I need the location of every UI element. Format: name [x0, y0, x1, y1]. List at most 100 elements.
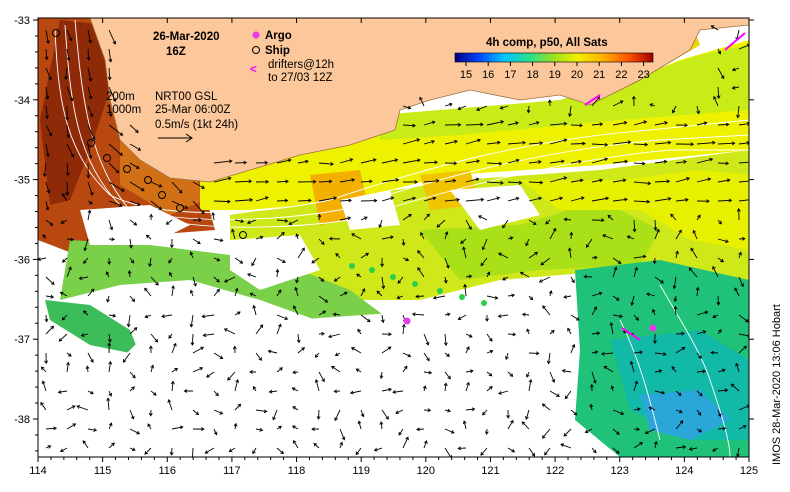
- current-arrow-head: [379, 375, 384, 380]
- colorbar-tick-label: 21: [593, 69, 605, 81]
- current-arrow: [374, 447, 383, 451]
- current-arrow: [612, 314, 623, 318]
- current-arrow: [360, 180, 372, 183]
- current-arrow: [737, 447, 740, 457]
- current-arrow: [675, 199, 688, 202]
- current-arrow: [465, 198, 484, 202]
- current-arrow-head: [148, 345, 153, 350]
- current-arrow-head: [249, 197, 254, 202]
- current-arrow: [654, 352, 666, 355]
- current-arrow-head: [311, 259, 316, 264]
- current-arrow: [444, 179, 456, 183]
- current-arrow: [213, 238, 223, 242]
- current-arrow: [192, 238, 201, 245]
- current-arrow: [276, 180, 289, 183]
- current-arrow: [675, 420, 684, 430]
- current-arrow: [738, 405, 749, 411]
- current-arrow: [507, 420, 514, 430]
- current-arrow: [738, 199, 749, 202]
- current-arrow-head: [357, 420, 362, 425]
- current-arrow: [633, 121, 647, 126]
- current-arrow-head: [488, 338, 493, 342]
- current-arrow: [528, 121, 539, 126]
- current-arrow-head: [334, 417, 338, 422]
- current-arrow: [567, 328, 572, 335]
- current-arrow-head: [515, 158, 520, 163]
- current-arrow-head: [211, 211, 216, 216]
- current-arrow-head: [725, 239, 729, 244]
- current-arrow-head: [531, 452, 536, 457]
- current-arrow: [696, 214, 701, 221]
- current-arrow-head: [394, 158, 399, 163]
- current-arrow-head: [88, 77, 93, 82]
- current-arrow-head: [447, 408, 451, 413]
- current-arrow-head: [231, 228, 235, 233]
- current-arrow: [234, 257, 243, 264]
- current-arrow: [423, 197, 436, 202]
- current-arrow-head: [720, 258, 725, 263]
- current-arrow-head: [72, 423, 77, 427]
- current-arrow-head: [48, 132, 53, 137]
- current-arrow-head: [76, 405, 81, 409]
- current-arrow: [486, 350, 493, 354]
- current-arrow-head: [684, 123, 688, 128]
- current-arrow-head: [61, 316, 66, 321]
- current-arrow: [402, 159, 421, 164]
- current-arrow-head: [132, 374, 136, 379]
- current-arrow: [351, 233, 362, 240]
- current-arrow: [463, 421, 467, 430]
- current-arrow-head: [249, 370, 253, 374]
- current-arrow-head: [232, 345, 237, 350]
- current-arrow: [65, 67, 68, 80]
- current-arrow: [87, 352, 94, 363]
- current-arrow: [144, 287, 152, 297]
- current-arrow-head: [526, 373, 530, 378]
- current-arrow: [419, 97, 425, 107]
- current-arrow: [717, 124, 729, 126]
- current-arrow: [66, 362, 69, 373]
- current-arrow: [313, 443, 320, 449]
- current-arrow: [335, 253, 341, 259]
- current-arrow: [318, 180, 332, 183]
- current-arrow: [465, 333, 473, 338]
- current-arrow-head: [349, 390, 354, 395]
- current-arrow: [315, 379, 320, 392]
- current-arrow-head: [65, 172, 70, 177]
- current-arrow: [633, 181, 651, 184]
- current-arrow-head: [546, 360, 551, 365]
- current-arrow: [108, 219, 113, 230]
- current-arrow: [712, 266, 719, 278]
- current-arrow-head: [504, 356, 509, 361]
- current-arrow-head: [741, 236, 746, 241]
- current-arrow-head: [696, 110, 701, 115]
- current-arrow: [297, 247, 305, 259]
- current-arrow-head: [145, 234, 150, 239]
- current-arrow-head: [726, 178, 731, 183]
- current-arrow-head: [144, 287, 148, 292]
- current-arrow-head: [66, 134, 71, 139]
- current-arrow: [108, 181, 125, 192]
- current-arrow: [381, 314, 384, 323]
- current-arrow: [444, 333, 447, 346]
- current-arrow: [670, 213, 677, 221]
- current-arrow: [607, 214, 614, 221]
- current-arrow-head: [277, 289, 282, 294]
- x-tick-label: 118: [288, 465, 306, 477]
- current-arrow: [734, 287, 740, 297]
- current-arrow: [339, 158, 353, 164]
- current-arrow-head: [82, 310, 87, 314]
- current-arrow-head: [233, 422, 238, 427]
- current-arrow: [731, 383, 740, 392]
- plot-frame: [37, 17, 750, 458]
- current-arrow-head: [140, 187, 145, 192]
- current-arrow-head: [721, 368, 726, 373]
- current-arrow-head: [144, 314, 149, 319]
- current-arrow-head: [137, 147, 142, 151]
- current-arrow-head: [703, 121, 708, 126]
- current-arrow-head: [189, 323, 194, 328]
- current-arrow-head: [511, 293, 516, 298]
- current-arrow-head: [281, 231, 285, 236]
- current-arrow-head: [466, 346, 470, 350]
- current-arrow-head: [535, 351, 540, 356]
- current-arrow: [505, 352, 509, 360]
